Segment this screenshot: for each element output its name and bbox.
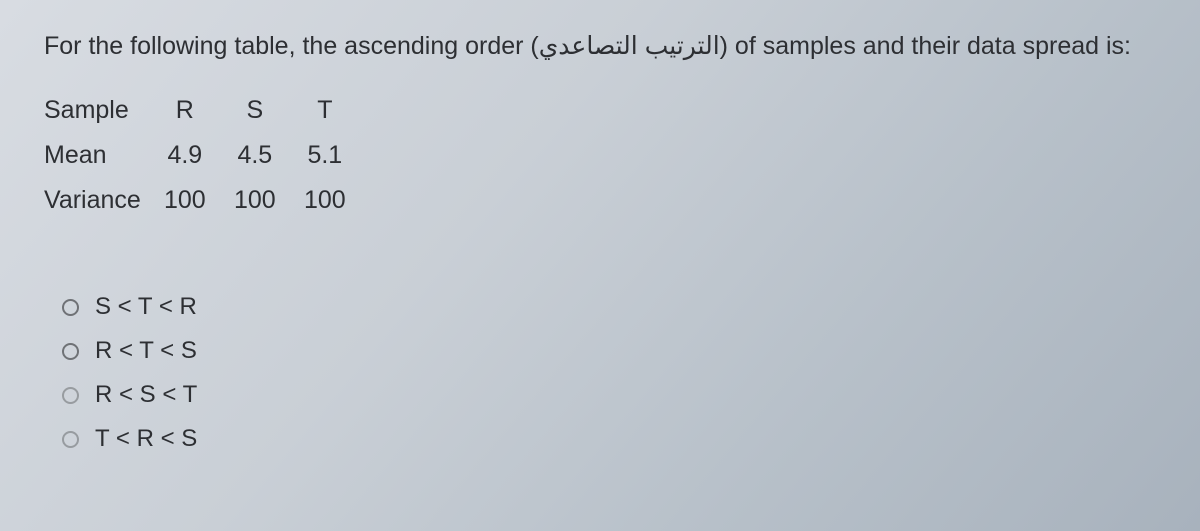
table-col-header: R (159, 88, 229, 133)
option-label: R < S < T (95, 381, 197, 409)
radio-icon (62, 343, 79, 360)
options-group: S < T < R R < T < S R < S < T T < R < S (62, 293, 1156, 453)
table-header-row: Sample R S T (44, 88, 369, 133)
table-header-label: Sample (44, 88, 159, 133)
option-item[interactable]: S < T < R (62, 293, 1156, 321)
table-row: Variance 100 100 100 (44, 178, 369, 223)
radio-icon (62, 431, 79, 448)
option-label: T < R < S (95, 425, 197, 453)
table-row-label: Variance (44, 178, 159, 223)
question-text: For the following table, the ascending o… (44, 26, 1156, 66)
option-label: S < T < R (95, 293, 197, 321)
table-cell: 100 (159, 178, 229, 223)
table-cell: 4.9 (159, 133, 229, 178)
option-item[interactable]: R < S < T (62, 381, 1156, 409)
table-cell: 5.1 (299, 133, 369, 178)
question-prefix: For the following table, the ascending o… (44, 32, 539, 60)
question-suffix: ) of samples and their data spread is: (720, 32, 1131, 60)
option-item[interactable]: T < R < S (62, 425, 1156, 453)
table-cell: 100 (229, 178, 299, 223)
table-row: Mean 4.9 4.5 5.1 (44, 133, 369, 178)
table-col-header: T (299, 88, 369, 133)
option-label: R < T < S (95, 337, 197, 365)
data-table: Sample R S T Mean 4.9 4.5 5.1 Variance 1… (44, 88, 369, 223)
radio-icon (62, 299, 79, 316)
table-col-header: S (229, 88, 299, 133)
question-arabic: الترتيب التصاعدي (539, 32, 720, 60)
table-cell: 4.5 (229, 133, 299, 178)
table-cell: 100 (299, 178, 369, 223)
option-item[interactable]: R < T < S (62, 337, 1156, 365)
table-row-label: Mean (44, 133, 159, 178)
radio-icon (62, 387, 79, 404)
